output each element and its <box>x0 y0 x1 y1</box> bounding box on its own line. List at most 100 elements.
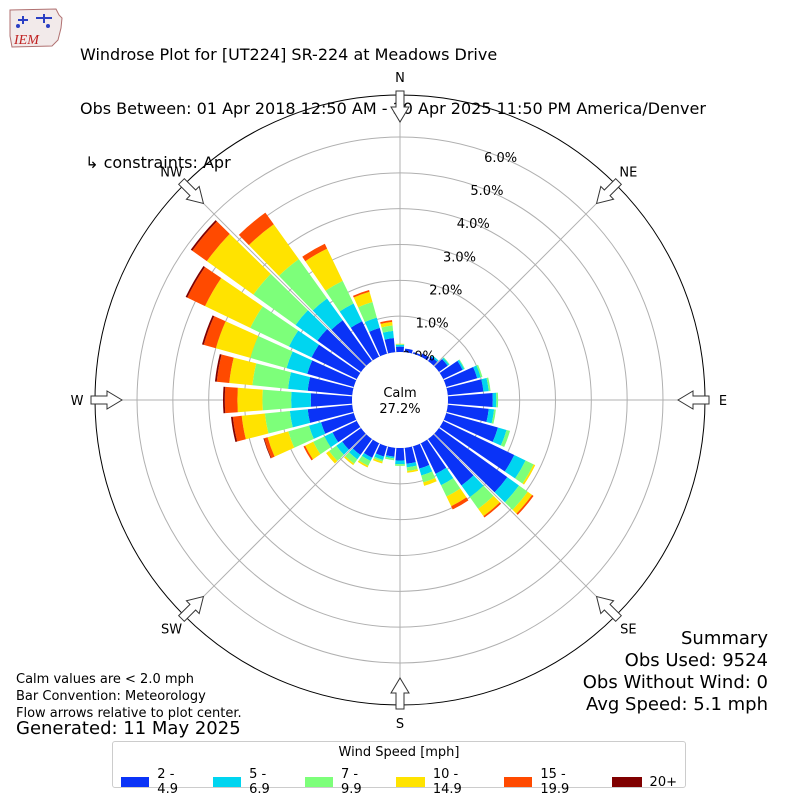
bar-120-bin-1 <box>504 454 526 479</box>
flow-arrow-SW <box>177 595 205 623</box>
legend-swatch <box>504 777 533 787</box>
bar-270-bin-3 <box>237 387 263 413</box>
bar-290-bin-5 <box>202 315 215 345</box>
bar-160-bin-1 <box>419 464 433 476</box>
flow-arrow-shape <box>390 677 410 710</box>
bar-0-bin-3 <box>395 343 405 345</box>
bar-320-bin-2 <box>278 259 328 311</box>
bar-290-bin-1 <box>286 351 313 374</box>
bar-110-bin-1 <box>492 427 507 446</box>
bar-280-bin-5 <box>214 354 222 382</box>
bar-0-bin-1 <box>395 344 405 347</box>
bar-290-bin-2 <box>250 336 293 369</box>
bar-300-bin-2 <box>250 306 299 347</box>
bar-160-bin-2 <box>421 471 436 483</box>
bar-260-bin-4 <box>232 415 246 442</box>
bar-50-bin-2 <box>443 357 450 365</box>
bar-240-bin-2 <box>313 436 331 455</box>
calm-circle <box>352 352 448 448</box>
bar-40-bin-1 <box>431 355 439 362</box>
bar-310-bin-3 <box>206 233 271 295</box>
bar-convention-note: Bar Convention: Meteorology <box>16 689 206 704</box>
bar-280-bin-1 <box>288 372 311 391</box>
calm-value: 27.2% <box>379 402 420 417</box>
compass-label-W: W <box>71 394 84 409</box>
bar-260-bin-3 <box>241 413 269 440</box>
flow-arrow-SE <box>595 595 623 623</box>
bar-270-bin-4 <box>224 386 238 414</box>
bar-60-bin-0 <box>439 360 463 380</box>
bar-140-bin-3 <box>478 495 500 517</box>
bar-180-bin-0 <box>395 447 405 461</box>
flow-arrow-W <box>90 390 123 410</box>
bar-330-bin-0 <box>350 321 380 361</box>
bar-100-bin-0 <box>446 404 489 423</box>
bar-300-bin-0 <box>311 344 361 380</box>
bar-310-bin-0 <box>317 328 366 372</box>
bar-200-bin-1 <box>374 453 385 461</box>
bar-10-bin-0 <box>404 348 413 354</box>
bar-190-bin-2 <box>385 456 395 461</box>
bar-90-bin-1 <box>492 392 497 408</box>
bar-170-bin-1 <box>406 462 417 468</box>
bar-340-bin-1 <box>364 317 380 332</box>
bar-290-bin-0 <box>307 360 357 388</box>
bar-300-bin-1 <box>288 330 319 358</box>
bar-330-bin-3 <box>305 248 343 291</box>
bar-60-bin-1 <box>457 359 465 370</box>
legend-items: 2 - 4.9 5 - 6.9 7 - 9.9 10 - 14.9 15 - 19.9 2… <box>113 767 685 797</box>
bar-170-bin-2 <box>406 465 418 471</box>
compass-label-E: E <box>719 394 727 409</box>
compass-label-SE: SE <box>620 622 636 637</box>
bar-210-bin-2 <box>358 455 371 466</box>
flow-arrow-shape <box>177 177 205 205</box>
legend-swatch <box>121 777 150 787</box>
bar-220-bin-1 <box>348 448 361 460</box>
bar-350-bin-2 <box>381 325 394 333</box>
bar-150-bin-1 <box>435 467 454 486</box>
bar-250-bin-2 <box>288 425 314 448</box>
legend-label: 20+ <box>649 774 677 790</box>
bar-270-bin-2 <box>262 389 292 411</box>
bar-270-bin-1 <box>291 391 312 409</box>
grid-spoke-45 <box>433 183 617 367</box>
bar-240-bin-4 <box>303 445 313 461</box>
radial-tick-4: 4.0% <box>457 217 490 232</box>
grid-spoke-225 <box>183 433 367 617</box>
bar-210-bin-3 <box>357 460 369 468</box>
bar-350-bin-3 <box>380 321 393 328</box>
compass-label-SW: SW <box>161 622 182 637</box>
flow-arrow-S <box>390 677 410 710</box>
bar-250-bin-0 <box>321 412 357 434</box>
flow-arrow-shape <box>177 595 205 623</box>
iem-logo: IEM <box>6 6 64 50</box>
bar-180-bin-2 <box>395 463 405 466</box>
bar-130-bin-0 <box>434 428 508 493</box>
bar-250-bin-4 <box>264 437 275 459</box>
bar-110-bin-2 <box>500 429 511 448</box>
title-line-1: Windrose Plot for [UT224] SR-224 at Mead… <box>80 45 498 64</box>
bar-340-bin-4 <box>352 289 370 298</box>
flow-arrow-NW <box>177 177 205 205</box>
bar-350-bin-1 <box>382 330 394 340</box>
obs-without-wind: Obs Without Wind: 0 <box>582 672 768 693</box>
bar-340-bin-2 <box>358 302 377 322</box>
grid-spoke-135 <box>433 433 617 617</box>
legend-item-4: 15 - 19.9 <box>504 767 596 797</box>
radial-tick-5: 5.0% <box>470 184 503 199</box>
bar-300-bin-5 <box>185 265 205 298</box>
compass-label-N: N <box>395 71 405 86</box>
bar-200-bin-2 <box>373 456 384 462</box>
bar-150-bin-2 <box>441 478 461 497</box>
bar-290-bin-4 <box>203 316 226 349</box>
flow-arrow-shape <box>595 595 623 623</box>
bar-230-bin-2 <box>329 445 344 462</box>
bar-120-bin-3 <box>522 464 536 485</box>
bar-150-bin-3 <box>446 488 467 507</box>
bar-340-bin-3 <box>353 291 373 308</box>
bar-120-bin-0 <box>439 420 515 472</box>
bar-270-bin-5 <box>223 386 226 414</box>
bar-130-bin-2 <box>504 485 528 510</box>
flow-arrow-E <box>677 390 710 410</box>
